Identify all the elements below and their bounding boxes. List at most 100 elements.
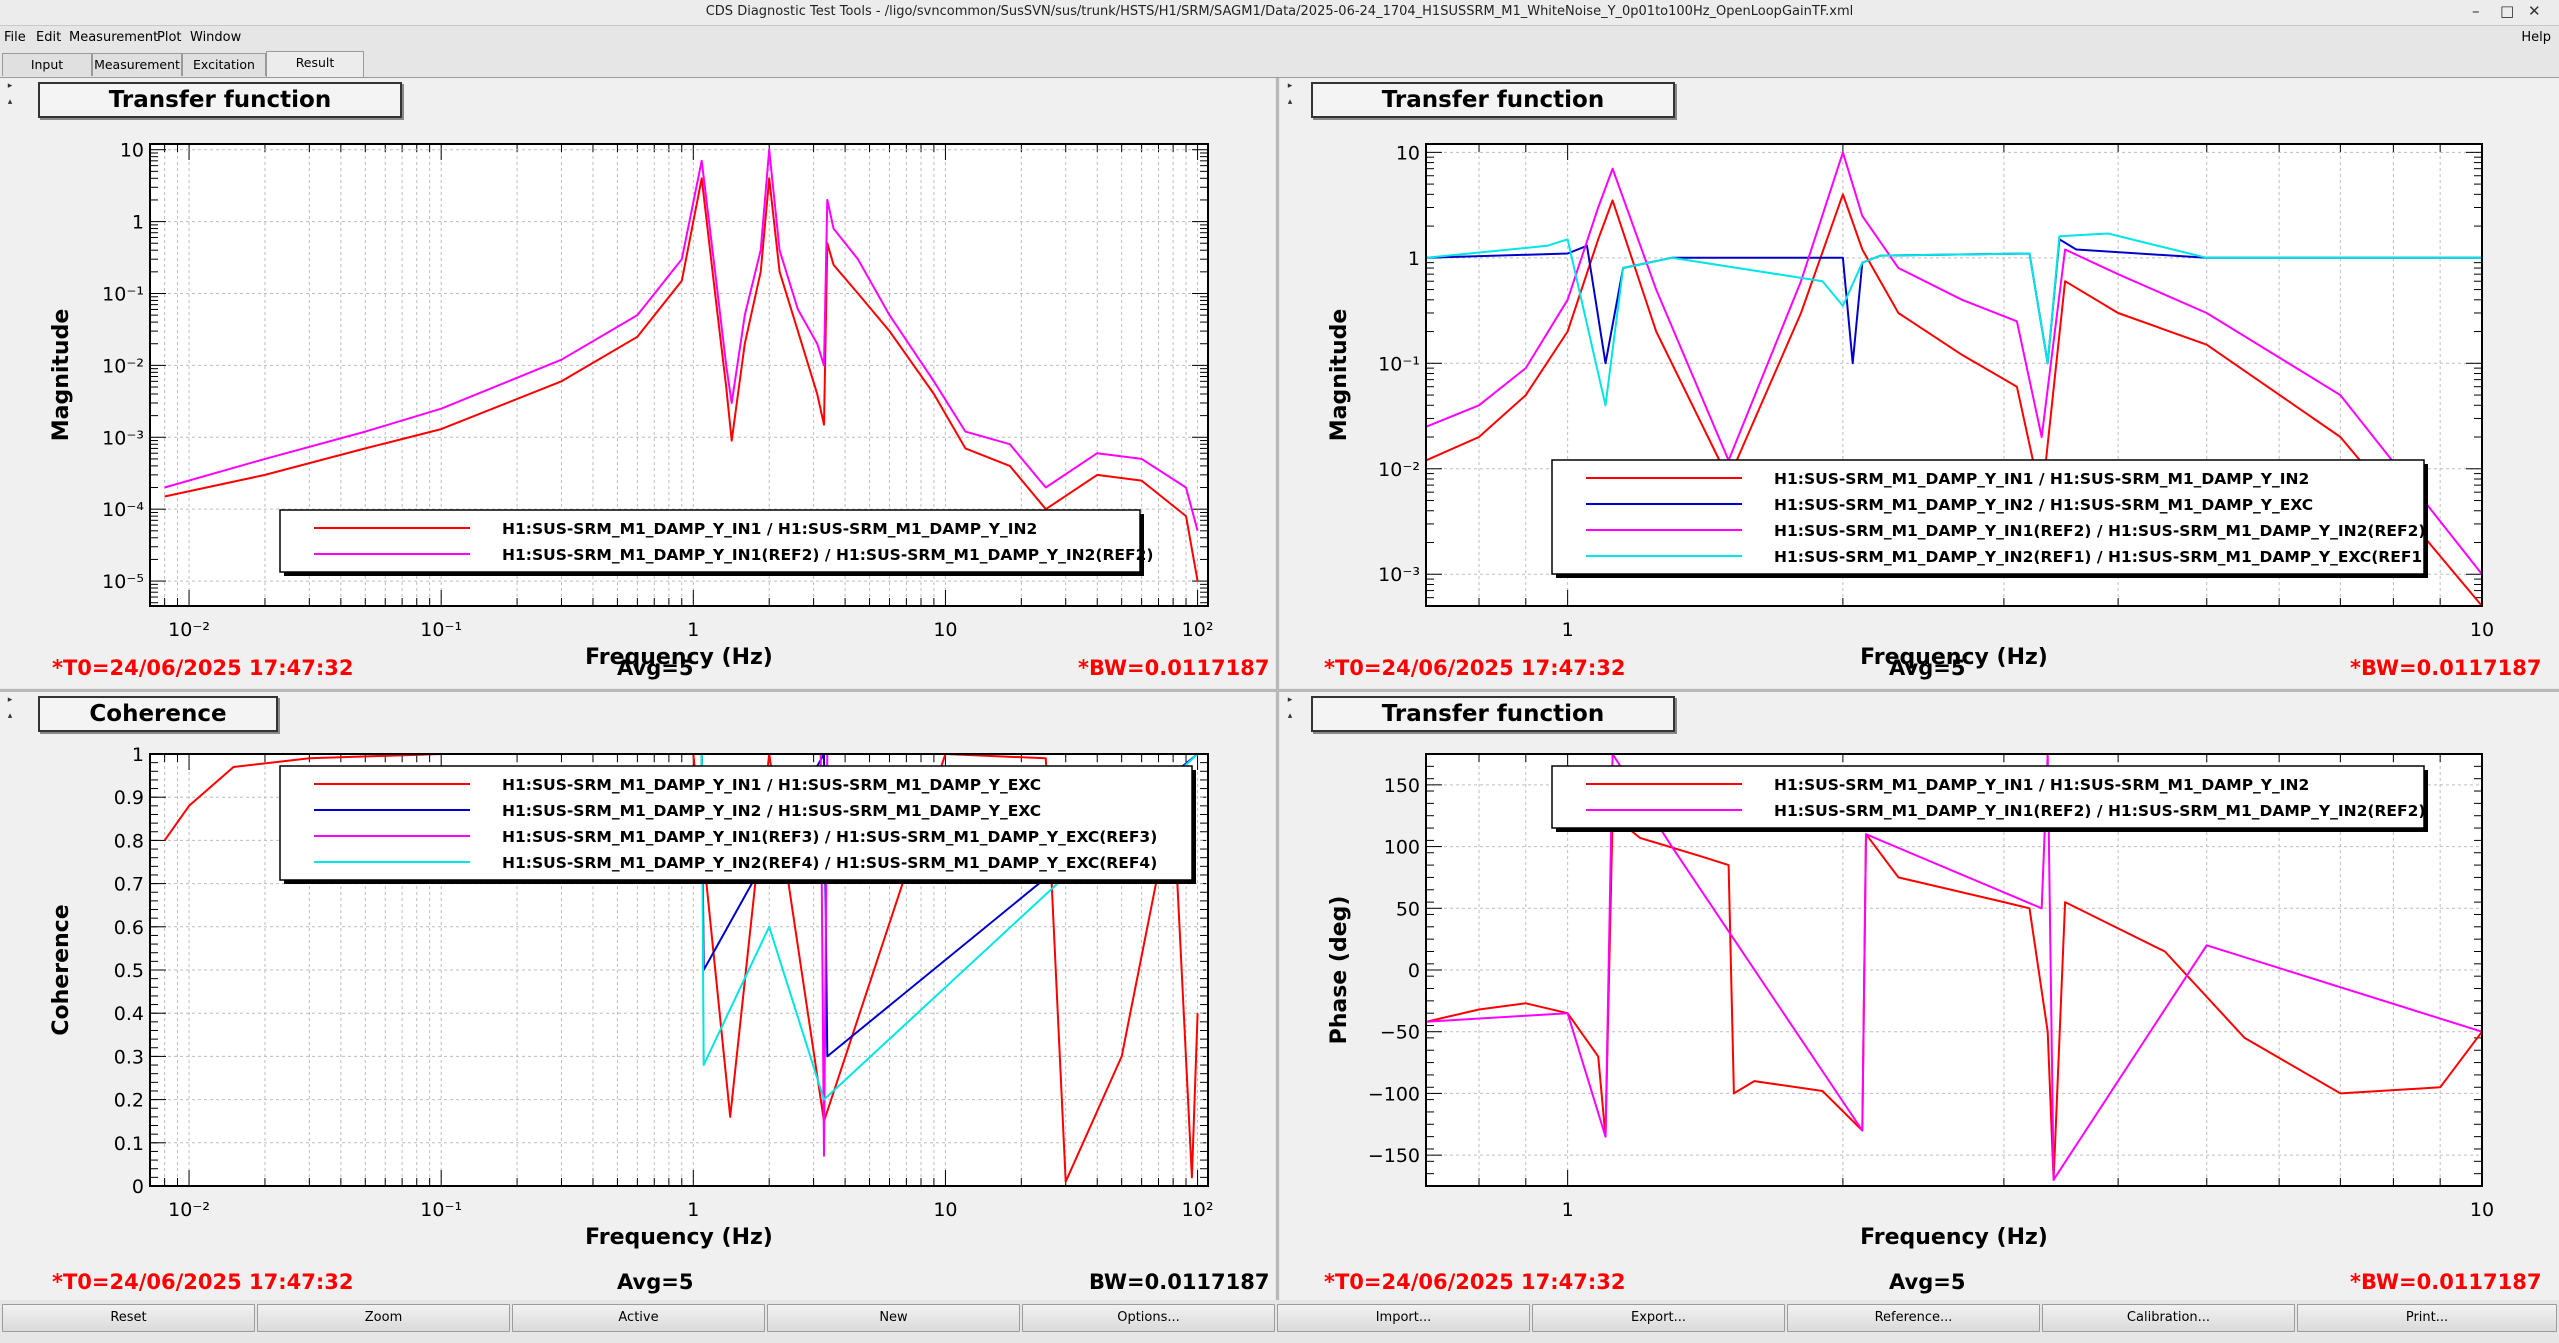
legend-entry-2: H1:SUS-SRM_M1_DAMP_Y_IN1(REF2) / H1:SUS-… xyxy=(502,546,1153,564)
y-tick-label: 1 xyxy=(132,744,144,766)
x-axis-label: Frequency (Hz) xyxy=(585,645,773,670)
reset-button[interactable]: Reset xyxy=(2,1304,255,1332)
plot-canvas[interactable]: 10⁻² 10⁻¹ 1 10 10² 1 0.9 0.8 0.7 0.6 0.5 0.4 0.3 0.2 0… xyxy=(0,692,1275,1300)
new-button[interactable]: New xyxy=(767,1304,1020,1332)
plot-title[interactable]: Transfer function xyxy=(1311,696,1675,732)
y-tick-label: 0.3 xyxy=(114,1046,144,1068)
tab-excitation[interactable]: Excitation xyxy=(182,53,266,76)
y-tick-label: 0.6 xyxy=(114,917,144,939)
x-axis-label: Frequency (Hz) xyxy=(585,1225,773,1250)
y-tick-label: 50 xyxy=(1396,898,1420,920)
plot-title[interactable]: Transfer function xyxy=(1311,82,1675,118)
plot-pane-bottom-left: ▸ ▴ Coherence 10⁻² 10⁻¹ 1 10 10² 1 0.9 0.8 0.7 0.… xyxy=(0,692,1275,1300)
menu-window[interactable]: Window xyxy=(190,30,242,45)
x-axis-label: Frequency (Hz) xyxy=(1860,1225,2048,1250)
bw-label: BW=0.0117187 xyxy=(1089,1270,1270,1294)
x-tick-label: 10 xyxy=(2470,1199,2494,1221)
options-button[interactable]: Options... xyxy=(1022,1304,1275,1332)
pane-expand-arrow[interactable]: ▴ xyxy=(7,711,13,721)
reference-button[interactable]: Reference... xyxy=(1787,1304,2040,1332)
menu-plot[interactable]: Plot xyxy=(157,30,182,45)
x-axis-label: Frequency (Hz) xyxy=(1860,645,2048,670)
plot-canvas[interactable]: 10⁻² 10⁻¹ 1 10 10² 10 1 10⁻¹ 10⁻² 10⁻³ 10⁻⁴ 10⁻⁵ Fre… xyxy=(0,78,1275,688)
tab-input[interactable]: Input xyxy=(2,53,92,76)
y-axis-label: Coherence xyxy=(49,904,74,1035)
menu-help[interactable]: Help xyxy=(2521,30,2551,45)
window-title: CDS Diagnostic Test Tools - /ligo/svncom… xyxy=(705,4,1854,19)
bw-label: *BW=0.0117187 xyxy=(2350,656,2542,680)
series-line-2 xyxy=(164,148,1199,532)
legend-entry-1: H1:SUS-SRM_M1_DAMP_Y_IN1 / H1:SUS-SRM_M1… xyxy=(1774,470,2309,488)
avg-label: Avg=5 xyxy=(617,1270,694,1294)
x-tick-label: 10⁻¹ xyxy=(420,1199,462,1221)
zoom-button[interactable]: Zoom xyxy=(257,1304,510,1332)
pane-expand-arrow[interactable]: ▴ xyxy=(1287,711,1293,721)
series-line-1 xyxy=(163,753,1199,1183)
plot-canvas[interactable]: 1 10 150 100 50 0 −50 −100 −150 Frequency (Hz) Pha… xyxy=(1280,692,2559,1300)
avg-label: Avg=5 xyxy=(1889,656,1966,680)
legend-entry-4: H1:SUS-SRM_M1_DAMP_Y_IN2(REF1) / H1:SUS-… xyxy=(1774,548,2429,566)
menu-measurement[interactable]: Measurement xyxy=(69,30,159,45)
legend-box xyxy=(1551,765,2425,829)
t0-label: *T0=24/06/2025 17:47:32 xyxy=(52,1270,354,1294)
series-line-3 xyxy=(1425,151,2483,575)
plot-title[interactable]: Coherence xyxy=(38,696,278,732)
pane-collapse-arrow[interactable]: ▸ xyxy=(7,81,13,91)
active-button[interactable]: Active xyxy=(512,1304,765,1332)
plot-pane-top-left: ▸ ▴ Transfer function 10⁻² 10⁻¹ 1 10 10² 10 1 1… xyxy=(0,78,1275,688)
y-tick-label: 0.8 xyxy=(114,830,144,852)
tab-measurement[interactable]: Measurement xyxy=(92,53,182,76)
bw-label: *BW=0.0117187 xyxy=(2350,1270,2542,1294)
plot-frame xyxy=(149,753,1209,1187)
legend-entry-1: H1:SUS-SRM_M1_DAMP_Y_IN1 / H1:SUS-SRM_M1… xyxy=(502,520,1037,538)
print-button[interactable]: Print... xyxy=(2297,1304,2557,1332)
series-line-1 xyxy=(164,177,1199,582)
pane-collapse-arrow[interactable]: ▸ xyxy=(7,695,13,705)
legend-entry-2: H1:SUS-SRM_M1_DAMP_Y_IN2 / H1:SUS-SRM_M1… xyxy=(502,802,1041,820)
plot-title[interactable]: Transfer function xyxy=(38,82,402,118)
pane-collapse-arrow[interactable]: ▸ xyxy=(1287,695,1293,705)
legend-entry-3: H1:SUS-SRM_M1_DAMP_Y_IN1(REF2) / H1:SUS-… xyxy=(1774,522,2425,540)
series-line-2 xyxy=(1425,753,2483,1181)
menu-file[interactable]: File xyxy=(4,30,26,45)
x-tick-label: 10 xyxy=(933,619,957,641)
plot-frame xyxy=(1425,143,2483,607)
tab-bar: Input Measurement Excitation Result xyxy=(0,51,2559,78)
y-tick-label: 10 xyxy=(120,140,144,162)
y-axis-label: Phase (deg) xyxy=(1327,896,1352,1045)
y-tick-label: 100 xyxy=(1384,837,1420,859)
y-tick-label: −100 xyxy=(1368,1083,1420,1105)
legend-entry-1: H1:SUS-SRM_M1_DAMP_Y_IN1 / H1:SUS-SRM_M1… xyxy=(502,776,1041,794)
calibration-button[interactable]: Calibration... xyxy=(2042,1304,2295,1332)
y-tick-label: 0.4 xyxy=(114,1003,144,1025)
x-tick-label: 1 xyxy=(1562,1199,1574,1221)
pane-expand-arrow[interactable]: ▴ xyxy=(1287,97,1293,107)
y-tick-label: 0.2 xyxy=(114,1090,144,1112)
plot-frame xyxy=(149,143,1209,607)
maximize-icon[interactable]: □ xyxy=(2500,2,2515,20)
legend-entry-2: H1:SUS-SRM_M1_DAMP_Y_IN2 / H1:SUS-SRM_M1… xyxy=(1774,496,2313,514)
x-tick-label: 1 xyxy=(1562,619,1574,641)
close-icon[interactable]: ✕ xyxy=(2528,2,2541,20)
y-tick-label: 10⁻² xyxy=(1378,459,1420,481)
pane-collapse-arrow[interactable]: ▸ xyxy=(1287,81,1293,91)
series-line-1 xyxy=(1425,814,2483,1181)
y-tick-label: 0.9 xyxy=(114,787,144,809)
series-line-2 xyxy=(1425,238,2482,365)
pane-divider-horizontal[interactable] xyxy=(0,689,2559,692)
menu-edit[interactable]: Edit xyxy=(36,30,62,45)
pane-expand-arrow[interactable]: ▴ xyxy=(7,97,13,107)
legend-box xyxy=(279,509,1141,573)
y-tick-label: 0 xyxy=(132,1176,144,1198)
y-tick-label: 1 xyxy=(1408,248,1420,270)
y-tick-label: 10 xyxy=(1396,142,1420,164)
plot-canvas[interactable]: 1 10 10 1 10⁻¹ 10⁻² 10⁻³ Frequency (Hz) Magnitud… xyxy=(1280,78,2559,688)
import-button[interactable]: Import... xyxy=(1277,1304,1530,1332)
minimize-icon[interactable]: – xyxy=(2472,2,2480,20)
y-tick-label: 150 xyxy=(1384,775,1420,797)
x-tick-label: 10 xyxy=(2470,619,2494,641)
export-button[interactable]: Export... xyxy=(1532,1304,1785,1332)
bw-label: *BW=0.0117187 xyxy=(1078,656,1270,680)
tab-result[interactable]: Result xyxy=(266,51,364,77)
x-tick-label: 1 xyxy=(687,1199,699,1221)
